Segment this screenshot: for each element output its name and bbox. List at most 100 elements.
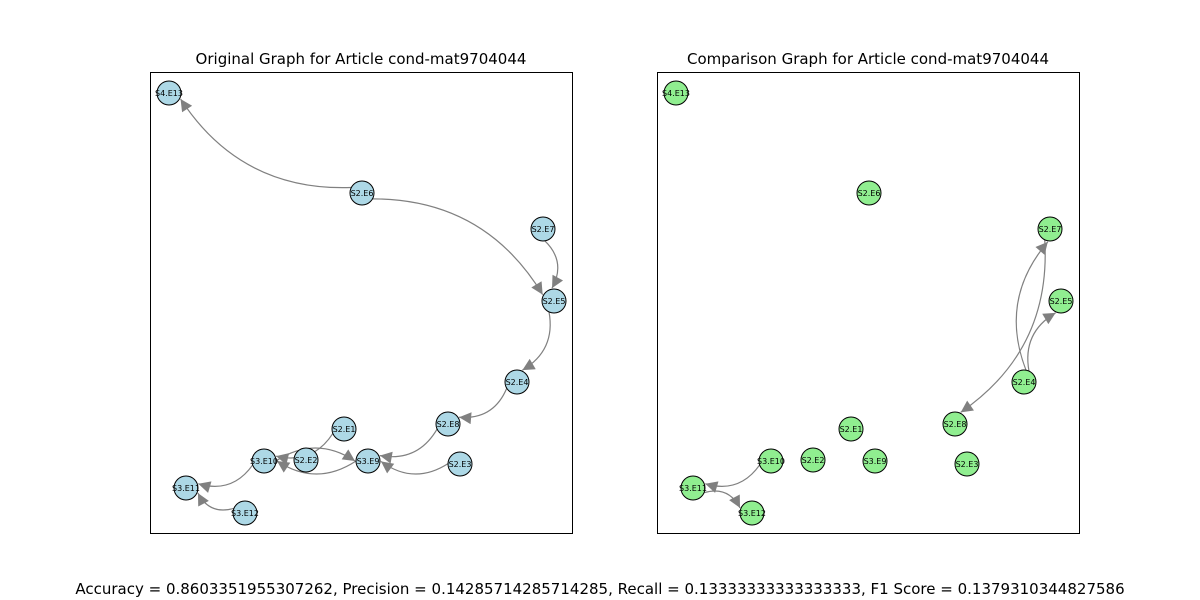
graph-node-s4-e13: S4.E13 (155, 80, 183, 106)
node-label: S2.E4 (1013, 378, 1036, 387)
graph-node-s2-e7: S2.E7 (1037, 216, 1063, 242)
panel-comparison: Comparison Graph for Article cond-mat970… (657, 50, 1080, 534)
node-circle (1048, 288, 1074, 314)
metrics-footer: Accuracy = 0.8603351955307262, Precision… (75, 580, 1124, 598)
node-circle (355, 448, 381, 474)
node-circle (838, 416, 864, 442)
edge-s2-e7-to-s2-e5 (544, 240, 564, 289)
node-circle (293, 447, 319, 473)
node-label: S2.E5 (1050, 297, 1073, 306)
graph-node-s2-e5: S2.E5 (541, 288, 567, 314)
graph-node-s2-e2: S2.E2 (800, 447, 826, 473)
node-circle (942, 411, 968, 437)
edge-layer-comparison (703, 239, 1056, 509)
node-label: S3.E10 (757, 457, 785, 466)
edge-s2-e6-to-s4-e13 (180, 98, 352, 189)
node-circle (435, 411, 461, 437)
graph-node-s3-e12: S3.E12 (738, 500, 766, 526)
node-label: S3.E12 (738, 509, 766, 518)
panel-title-comparison: Comparison Graph for Article cond-mat970… (687, 50, 1049, 68)
graph-node-s4-e13: S4.E13 (662, 80, 690, 106)
graph-node-s2-e5: S2.E5 (1048, 288, 1074, 314)
node-label: S2.E7 (532, 225, 555, 234)
edge-s2-e7-to-s2-e8 (960, 239, 1046, 413)
graph-node-s3-e10: S3.E10 (757, 448, 785, 474)
node-label: S3.E11 (172, 484, 200, 493)
edge-s3-e10-to-s3-e11 (198, 464, 254, 493)
graph-node-s3-e9: S3.E9 (862, 448, 888, 474)
node-label: S2.E8 (944, 420, 967, 429)
node-circle (232, 500, 258, 526)
graph-node-s2-e2: S2.E2 (293, 447, 319, 473)
graph-node-s3-e12: S3.E12 (231, 500, 259, 526)
edge-s2-e5-to-s2-e4 (522, 311, 551, 371)
graph-node-s2-e1: S2.E1 (838, 416, 864, 442)
node-label: S2.E3 (956, 460, 979, 469)
edge-s3-e12-to-s3-e11 (197, 492, 235, 511)
plot-frame-comparison (657, 72, 1080, 534)
node-label: S2.E3 (449, 460, 472, 469)
node-circle (954, 451, 980, 477)
plot-frame-original (150, 72, 573, 534)
edge-s2-e8-to-s3-e9 (379, 428, 438, 464)
node-label: S2.E8 (437, 420, 460, 429)
node-circle (156, 80, 182, 106)
node-label: S3.E9 (357, 457, 380, 466)
node-circle (530, 216, 556, 242)
graph-node-s2-e1: S2.E1 (331, 416, 357, 442)
node-label: S2.E5 (543, 297, 566, 306)
edge-s2-e6-to-s2-e5 (372, 198, 544, 295)
node-circle (862, 448, 888, 474)
graph-node-s2-e8: S2.E8 (942, 411, 968, 437)
panel-original: Original Graph for Article cond-mat97040… (150, 50, 573, 534)
node-label: S2.E7 (1039, 225, 1062, 234)
node-circle (173, 475, 199, 501)
node-circle (663, 80, 689, 106)
graph-node-s2-e4: S2.E4 (1011, 369, 1037, 395)
node-layer-original: S4.E13 S2.E6 S2.E7 S2.E5 S2.E4 S2.E8 S2.E1 S3.E… (155, 80, 567, 526)
node-label: S4.E13 (155, 89, 183, 98)
node-circle (680, 475, 706, 501)
graph-node-s2-e8: S2.E8 (435, 411, 461, 437)
edge-layer-original (180, 98, 564, 511)
graph-node-s2-e4: S2.E4 (504, 369, 530, 395)
node-circle (251, 448, 277, 474)
edge-s3-e11-to-s3-e12 (703, 490, 741, 509)
graph-node-s3-e11: S3.E11 (679, 475, 707, 501)
node-circle (1037, 216, 1063, 242)
graph-node-s2-e7: S2.E7 (530, 216, 556, 242)
graph-node-s2-e3: S2.E3 (954, 451, 980, 477)
node-circle (758, 448, 784, 474)
graph-node-s3-e9: S3.E9 (355, 448, 381, 474)
edge-s2-e4-to-s2-e5 (1027, 312, 1056, 372)
node-label: S3.E12 (231, 509, 259, 518)
node-layer-comparison: S4.E13 S2.E6 S2.E7 S2.E5 S2.E4 S2.E8 S2.E1 S3.E… (662, 80, 1074, 526)
node-label: S3.E10 (250, 457, 278, 466)
node-label: S2.E1 (840, 425, 863, 434)
edge-s3-e10-to-s3-e11 (705, 464, 761, 493)
node-circle (856, 180, 882, 206)
graph-node-s3-e10: S3.E10 (250, 448, 278, 474)
node-label: S2.E1 (333, 425, 356, 434)
edge-s3-e9-to-s3-e10 (276, 460, 357, 475)
node-circle (800, 447, 826, 473)
node-circle (331, 416, 357, 442)
edge-s2-e3-to-s3-e9 (380, 460, 449, 475)
node-circle (541, 288, 567, 314)
node-label: S3.E9 (864, 457, 887, 466)
node-label: S3.E11 (679, 484, 707, 493)
node-circle (504, 369, 530, 395)
edge-s2-e4-to-s2-e7 (1015, 241, 1049, 371)
node-circle (447, 451, 473, 477)
node-label: S2.E2 (295, 456, 318, 465)
graph-node-s2-e3: S2.E3 (447, 451, 473, 477)
edge-s2-e4-to-s2-e8 (459, 388, 508, 425)
node-circle (739, 500, 765, 526)
node-circle (349, 180, 375, 206)
graph-node-s3-e11: S3.E11 (172, 475, 200, 501)
node-label: S4.E13 (662, 89, 690, 98)
graph-node-s2-e6: S2.E6 (856, 180, 882, 206)
node-label: S2.E6 (351, 189, 374, 198)
node-label: S2.E6 (858, 189, 881, 198)
